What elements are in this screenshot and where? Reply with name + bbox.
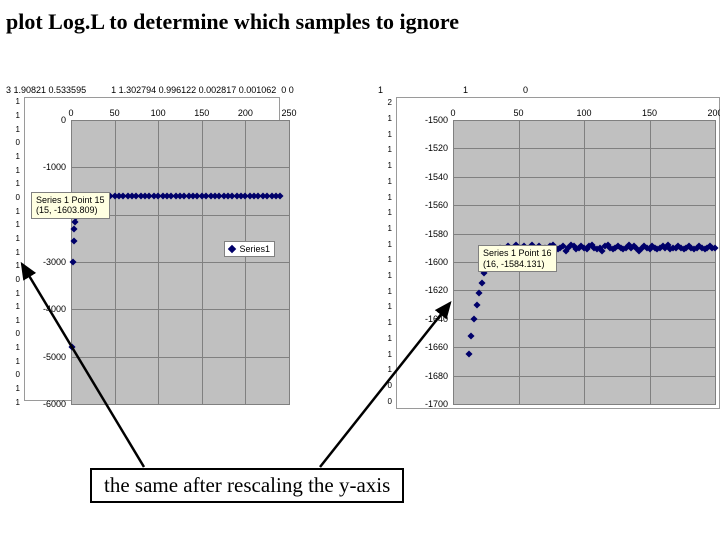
xtick-label: 250 (281, 108, 296, 118)
data-point (473, 301, 480, 308)
ytick-label: -1680 (408, 371, 448, 381)
ytick-label: -1660 (408, 342, 448, 352)
numbers-left-strip: 11101110111110111011011 (4, 95, 22, 409)
xtick-label: 0 (68, 108, 73, 118)
xtick-label: 100 (576, 108, 591, 118)
xtick-label: 150 (194, 108, 209, 118)
numbers-top-strip: 3 1.90821 0.533595 1 1.302794 0.996122 0… (4, 83, 350, 95)
chart-left-panel: 3 1.90821 0.533595 1 1.302794 0.996122 0… (4, 83, 350, 409)
ytick-label: -5000 (26, 352, 66, 362)
xtick-label: 50 (110, 108, 120, 118)
plot-frame: 0 50 100 150 200 -1500 -1520 -1540 -1560 -1580 -16… (396, 97, 720, 409)
xtick-label: 200 (238, 108, 253, 118)
point-tooltip: Series 1 Point 16(16, -1584.131) (478, 245, 557, 272)
legend: Series1 (224, 241, 275, 257)
data-point (71, 225, 78, 232)
ytick-label: -1500 (408, 115, 448, 125)
legend-marker-icon (228, 245, 236, 253)
ytick-label: -1600 (408, 257, 448, 267)
caption-text: the same after rescaling the y-axis (104, 473, 390, 497)
plot-frame: 0501001502002500-1000-2000-3000-4000-500… (24, 97, 280, 401)
plot-area (71, 120, 290, 405)
point-tooltip: Series 1 Point 15(15, -1603.809) (31, 192, 110, 219)
data-point (465, 351, 472, 358)
ytick-label: -3000 (26, 257, 66, 267)
data-point (277, 192, 284, 199)
legend-label: Series1 (239, 244, 270, 254)
xtick-label: 200 (707, 108, 720, 118)
ytick-label: -1640 (408, 314, 448, 324)
ytick-label: -1620 (408, 285, 448, 295)
slide-title: plot Log.L to determine which samples to… (6, 9, 459, 35)
ytick-label: -1540 (408, 172, 448, 182)
ytick-label: -1000 (26, 162, 66, 172)
ytick-label: -1520 (408, 143, 448, 153)
ytick-label: -1580 (408, 229, 448, 239)
ytick-label: -1560 (408, 200, 448, 210)
xtick-label: 0 (450, 108, 455, 118)
xtick-label: 150 (642, 108, 657, 118)
ytick-label: -4000 (26, 304, 66, 314)
ytick-label: -1700 (408, 399, 448, 409)
xtick-label: 50 (513, 108, 523, 118)
data-point (478, 280, 485, 287)
caption-box: the same after rescaling the y-axis (90, 468, 404, 503)
chart-right-panel: 1 1 021111111111111111100 0 50 100 150 200 -15… (376, 83, 720, 409)
xtick-label: 100 (151, 108, 166, 118)
data-point (470, 315, 477, 322)
numbers-top-strip: 1 1 0 (376, 83, 720, 95)
data-point (68, 344, 75, 351)
numbers-left-strip: 21111111111111111100 (376, 95, 394, 409)
ytick-label: 0 (26, 115, 66, 125)
ytick-label: -6000 (26, 399, 66, 409)
data-point (468, 332, 475, 339)
